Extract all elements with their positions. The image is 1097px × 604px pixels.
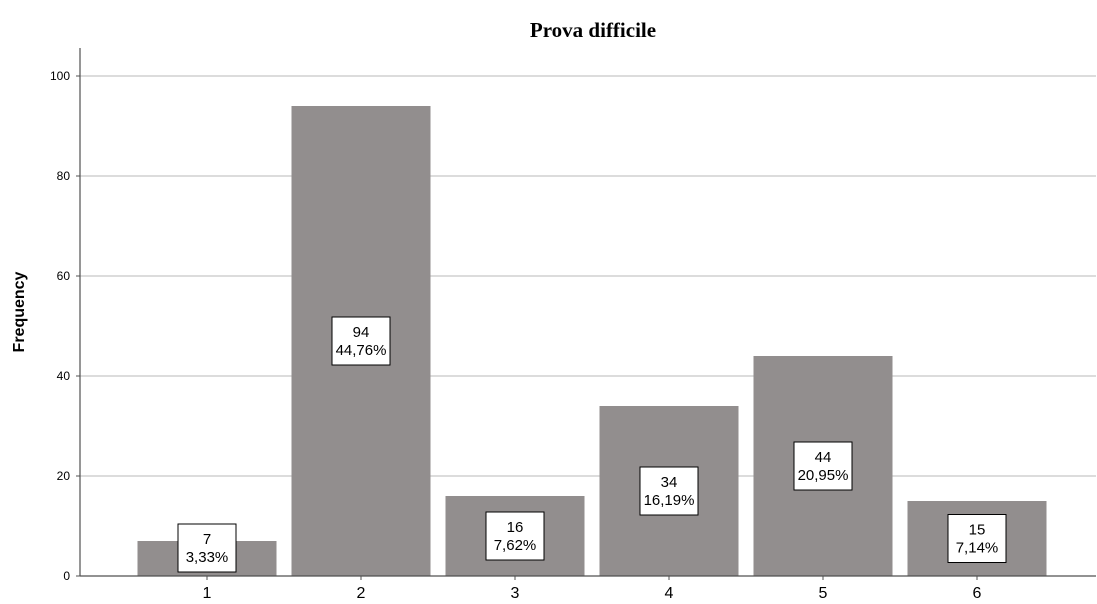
data-label-percent: 16,19% — [644, 492, 695, 509]
data-label-count: 34 — [661, 474, 678, 491]
data-label-count: 94 — [353, 324, 370, 341]
x-tick-label: 4 — [665, 585, 674, 602]
data-label-percent: 7,62% — [494, 537, 537, 554]
x-tick-label: 5 — [819, 585, 828, 602]
data-label: 73,33% — [177, 523, 237, 573]
x-tick-label: 6 — [973, 585, 982, 602]
data-label-box — [331, 316, 391, 366]
data-label-count: 44 — [815, 449, 832, 466]
data-label-box — [793, 441, 853, 491]
data-label-box — [485, 511, 545, 561]
data-label-percent: 7,14% — [956, 540, 999, 557]
x-tick-label: 1 — [203, 585, 212, 602]
data-label-box — [177, 523, 237, 573]
data-label-count: 16 — [507, 519, 524, 536]
data-label-box — [947, 514, 1007, 563]
y-tick-label: 60 — [57, 269, 71, 283]
data-label-percent: 3,33% — [186, 549, 229, 566]
y-tick-label: 20 — [57, 469, 71, 483]
data-label-percent: 20,95% — [798, 467, 849, 484]
y-tick-labels: 0 20 40 60 80 100 — [50, 69, 70, 583]
data-label-box — [639, 466, 699, 516]
chart-title: Prova difficile — [530, 18, 656, 42]
data-labels: 73,33%9444,76%167,62%3416,19%4420,95%157… — [177, 316, 1007, 573]
y-axis-label: Frequency — [11, 271, 28, 352]
x-tick-label: 3 — [511, 585, 520, 602]
y-tick-label: 40 — [57, 369, 71, 383]
axes — [79, 48, 1096, 580]
data-label: 157,14% — [947, 514, 1007, 563]
y-tick-label: 100 — [50, 69, 70, 83]
data-label-percent: 44,76% — [336, 342, 387, 359]
y-tick-label: 0 — [63, 569, 70, 583]
gridlines — [76, 75, 1096, 577]
data-label: 167,62% — [485, 511, 545, 561]
x-tick-label: 2 — [357, 585, 366, 602]
y-tick-label: 80 — [57, 169, 71, 183]
data-label-count: 15 — [969, 522, 986, 539]
x-tick-labels: 1 2 3 4 5 6 — [203, 585, 982, 602]
data-label-count: 7 — [203, 531, 211, 548]
